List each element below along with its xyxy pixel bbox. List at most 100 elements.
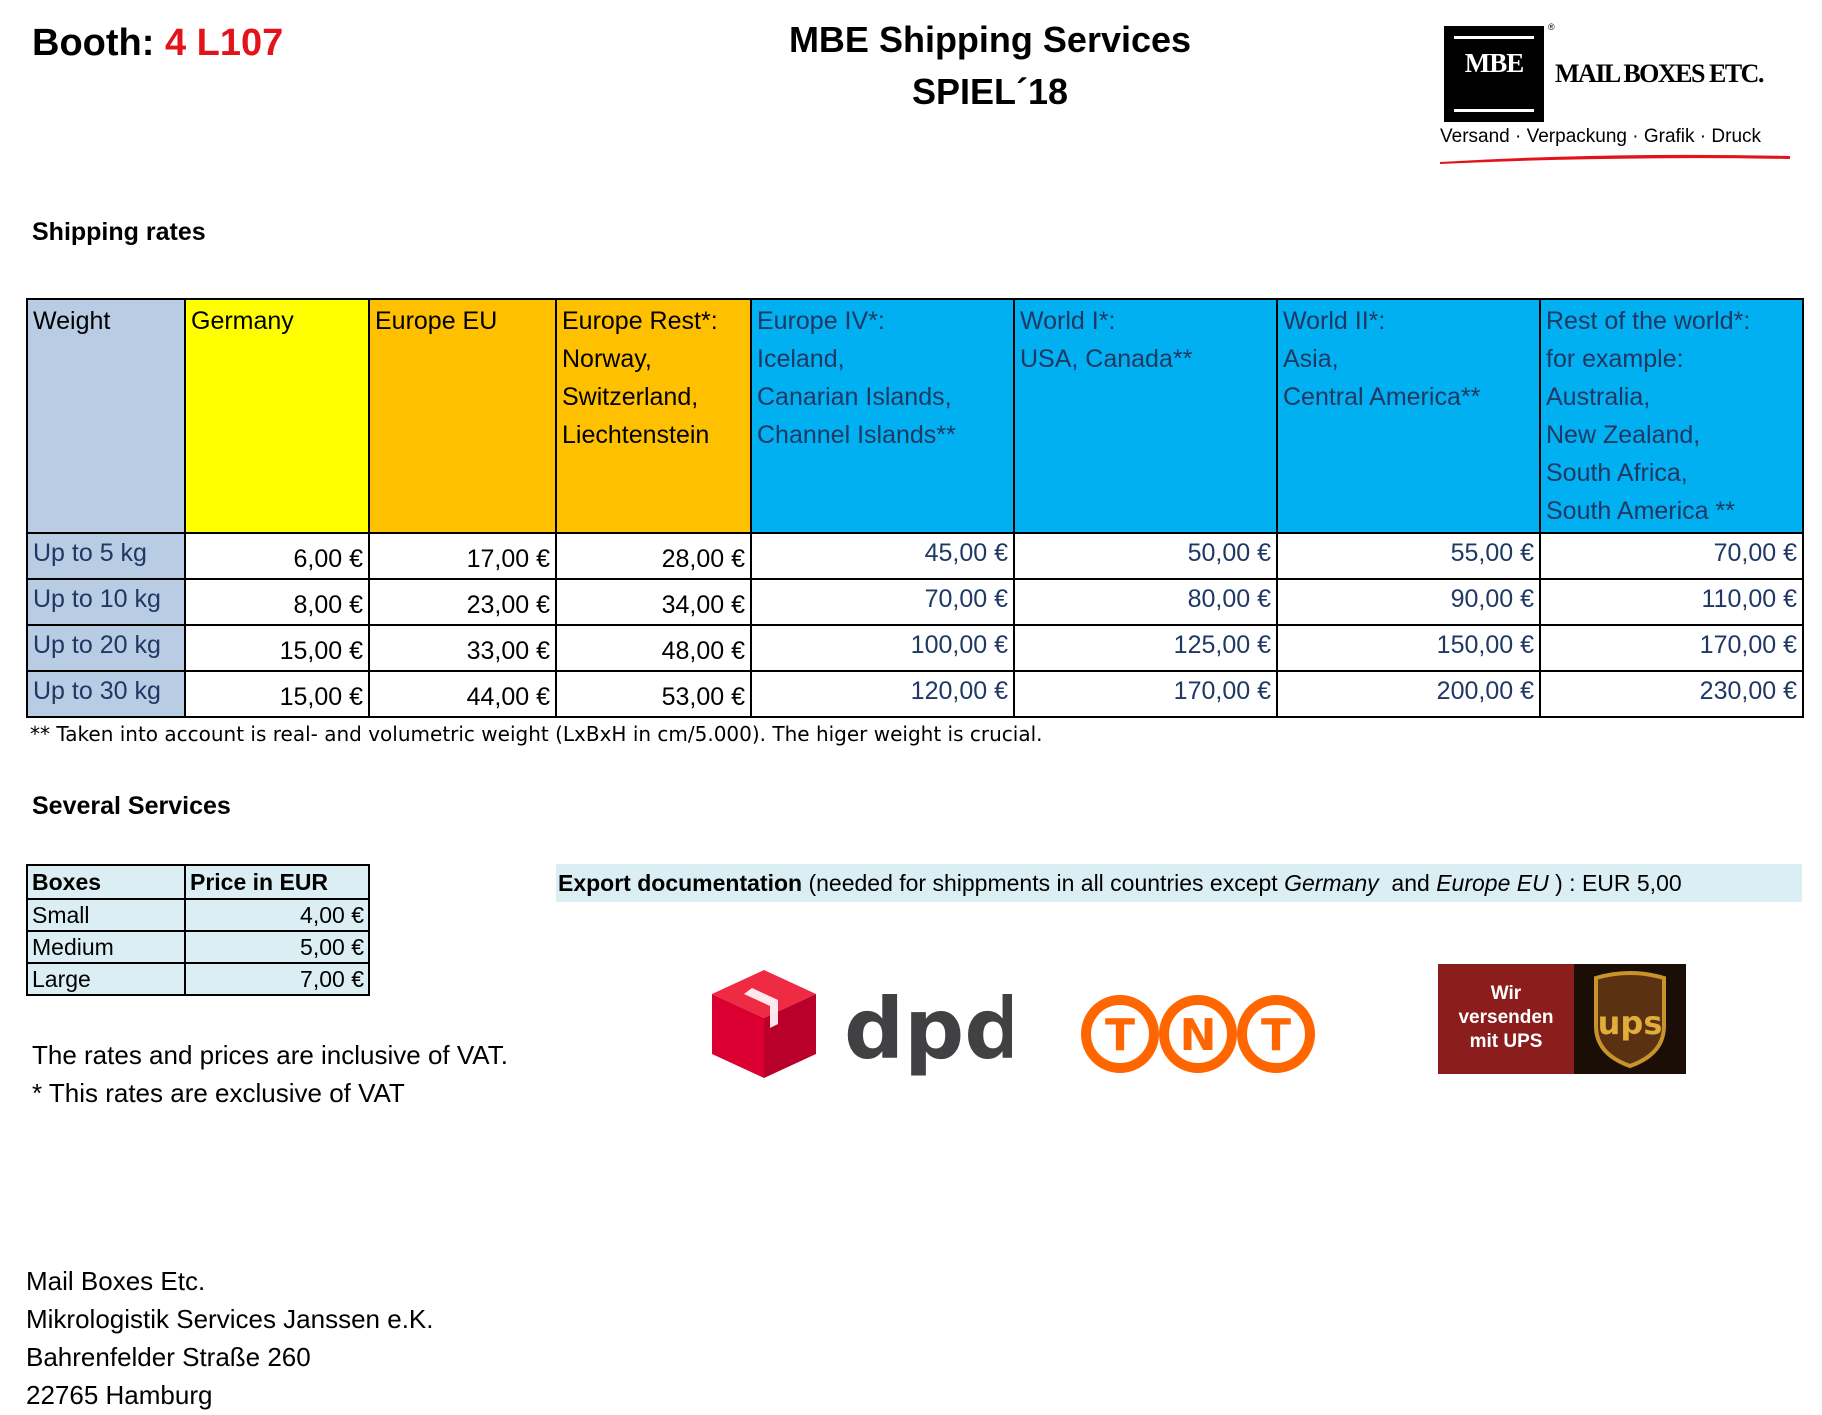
- rate-cell: 45,00 €: [750, 532, 1015, 580]
- ups-shield-icon: ups: [1594, 971, 1666, 1069]
- mbe-logo-letters: MBE: [1444, 48, 1544, 79]
- rates-column-header: Germany: [184, 298, 370, 534]
- column-header-line: Germany: [191, 307, 294, 335]
- boxes-header-row: Boxes Price in EUR: [26, 864, 370, 900]
- column-header-line: Weight: [33, 307, 111, 335]
- shipping-rates-heading: Shipping rates: [32, 218, 206, 246]
- rates-column-header: World I*: USA, Canada**: [1013, 298, 1278, 534]
- export-text-1: (needed for shippments in all countries …: [802, 870, 1285, 896]
- rate-cell: 125,00 €: [1013, 624, 1278, 672]
- rate-cell: 150,00 €: [1276, 624, 1541, 672]
- vat-notes: The rates and prices are inclusive of VA…: [32, 1036, 508, 1112]
- rate-cell: 55,00 €: [1276, 532, 1541, 580]
- column-header-line: South America **: [1546, 497, 1735, 525]
- table-row: Up to 20 kg 15,00 €33,00 €48,00 €100,00 €…: [26, 624, 1804, 672]
- ups-slogan: Wir versenden mit UPS: [1438, 964, 1574, 1074]
- box-price: 7,00 €: [184, 962, 370, 996]
- rate-cell: 80,00 €: [1013, 578, 1278, 626]
- mbe-swoosh-icon: [1440, 154, 1790, 164]
- rate-cell: 15,00 €: [184, 670, 370, 718]
- box-price: 5,00 €: [184, 930, 370, 964]
- rate-cell: 28,00 €: [555, 532, 752, 580]
- column-header-line: Norway,: [562, 345, 652, 373]
- column-header-line: World II*:: [1283, 307, 1386, 335]
- ups-slogan-line-3: mit UPS: [1469, 1031, 1543, 1052]
- column-header-line: for example:: [1546, 345, 1684, 373]
- rate-cell: 6,00 €: [184, 532, 370, 580]
- column-header-line: Iceland,: [757, 345, 845, 373]
- rate-cell: 70,00 €: [1539, 532, 1804, 580]
- table-row: Small 4,00 €: [26, 898, 370, 932]
- rate-cell: 33,00 €: [368, 624, 557, 672]
- column-header-line: Europe EU: [375, 307, 498, 335]
- booth-label: Booth: 4 L107: [32, 22, 283, 65]
- rate-cell: 34,00 €: [555, 578, 752, 626]
- rate-cell: 110,00 €: [1539, 578, 1804, 626]
- rate-cell: 120,00 €: [750, 670, 1015, 718]
- table-row: Large 7,00 €: [26, 962, 370, 996]
- rate-cell: 53,00 €: [555, 670, 752, 718]
- rate-cell: 100,00 €: [750, 624, 1015, 672]
- boxes-header-name: Boxes: [26, 864, 186, 900]
- column-header-line: USA, Canada**: [1020, 345, 1193, 373]
- rates-column-header: Europe IV*: Iceland, Canarian Islands, Chan…: [750, 298, 1015, 534]
- weight-label: Up to 10 kg: [26, 578, 186, 626]
- tnt-letter-1: T: [1105, 1010, 1135, 1061]
- title-line-1: MBE Shipping Services: [788, 19, 1192, 60]
- export-text-2: and: [1378, 870, 1437, 896]
- rate-cell: 50,00 €: [1013, 532, 1278, 580]
- weight-label: Up to 30 kg: [26, 670, 186, 718]
- box-name: Small: [26, 898, 186, 932]
- rates-header-row: Weight Germany Europe EU Europe Rest*: Norwa…: [26, 298, 1804, 534]
- weight-label: Up to 20 kg: [26, 624, 186, 672]
- column-header-line: New Zealand,: [1546, 421, 1701, 449]
- column-header-line: Liechtenstein: [562, 421, 710, 449]
- column-header-line: Australia,: [1546, 383, 1651, 411]
- address-line-4: 22765 Hamburg: [26, 1380, 213, 1410]
- rate-cell: 15,00 €: [184, 624, 370, 672]
- export-europe-eu: Europe EU: [1436, 870, 1549, 896]
- rate-cell: 8,00 €: [184, 578, 370, 626]
- column-header-line: World I*:: [1020, 307, 1116, 335]
- table-row: Medium 5,00 €: [26, 930, 370, 964]
- registered-mark: ®: [1548, 22, 1555, 32]
- rates-column-header: Europe Rest*: Norway, Switzerland, Liechten…: [555, 298, 752, 534]
- export-documentation-note: Export documentation (needed for shippme…: [556, 864, 1802, 902]
- rate-cell: 17,00 €: [368, 532, 557, 580]
- box-name: Medium: [26, 930, 186, 964]
- rate-cell: 44,00 €: [368, 670, 557, 718]
- mbe-logo-name: MAIL BOXES ETC.: [1555, 59, 1764, 88]
- rate-cell: 70,00 €: [750, 578, 1015, 626]
- ups-shield-panel: ups: [1574, 964, 1686, 1074]
- column-header-line: Channel Islands**: [757, 421, 956, 449]
- mbe-logo: MBE ® MAIL BOXES ETC. Versand · Verpacku…: [1438, 22, 1798, 172]
- booth-label-text: Booth:: [32, 22, 155, 64]
- address-block: Mail Boxes Etc. Mikrologistik Services J…: [26, 1262, 433, 1414]
- vat-note-exclusive: * This rates are exclusive of VAT: [32, 1078, 405, 1108]
- vat-note-inclusive: The rates and prices are inclusive of VA…: [32, 1040, 508, 1070]
- address-line-2: Mikrologistik Services Janssen e.K.: [26, 1304, 434, 1334]
- boxes-price-table: Boxes Price in EUR Small 4,00 € Medium 5…: [26, 864, 370, 996]
- column-header-line: Asia,: [1283, 345, 1339, 373]
- column-header-line: Europe IV*:: [757, 307, 885, 335]
- tnt-logo: T N T: [1081, 995, 1315, 1073]
- export-label: Export documentation: [558, 870, 803, 896]
- box-price: 4,00 €: [184, 898, 370, 932]
- rate-cell: 170,00 €: [1539, 624, 1804, 672]
- table-row: Up to 5 kg 6,00 €17,00 €28,00 €45,00 €50,…: [26, 532, 1804, 580]
- rates-column-header: Europe EU: [368, 298, 557, 534]
- rate-cell: 90,00 €: [1276, 578, 1541, 626]
- page-title: MBE Shipping Services SPIEL´18: [700, 14, 1280, 118]
- table-row: Up to 10 kg 8,00 €23,00 €34,00 €70,00 €80…: [26, 578, 1804, 626]
- tnt-letter-3: T: [1261, 1010, 1291, 1061]
- rate-cell: 230,00 €: [1539, 670, 1804, 718]
- shipping-rates-table: Weight Germany Europe EU Europe Rest*: Norwa…: [26, 298, 1804, 718]
- ups-slogan-line-2: versenden: [1458, 1007, 1554, 1028]
- rate-cell: 23,00 €: [368, 578, 557, 626]
- dpd-wordmark: dpd: [844, 980, 1012, 1078]
- box-name: Large: [26, 962, 186, 996]
- column-header-line: Central America**: [1283, 383, 1481, 411]
- export-text-3: ) : EUR 5,00: [1548, 870, 1682, 896]
- weight-label: Up to 5 kg: [26, 532, 186, 580]
- address-line-3: Bahrenfelder Straße 260: [26, 1342, 311, 1372]
